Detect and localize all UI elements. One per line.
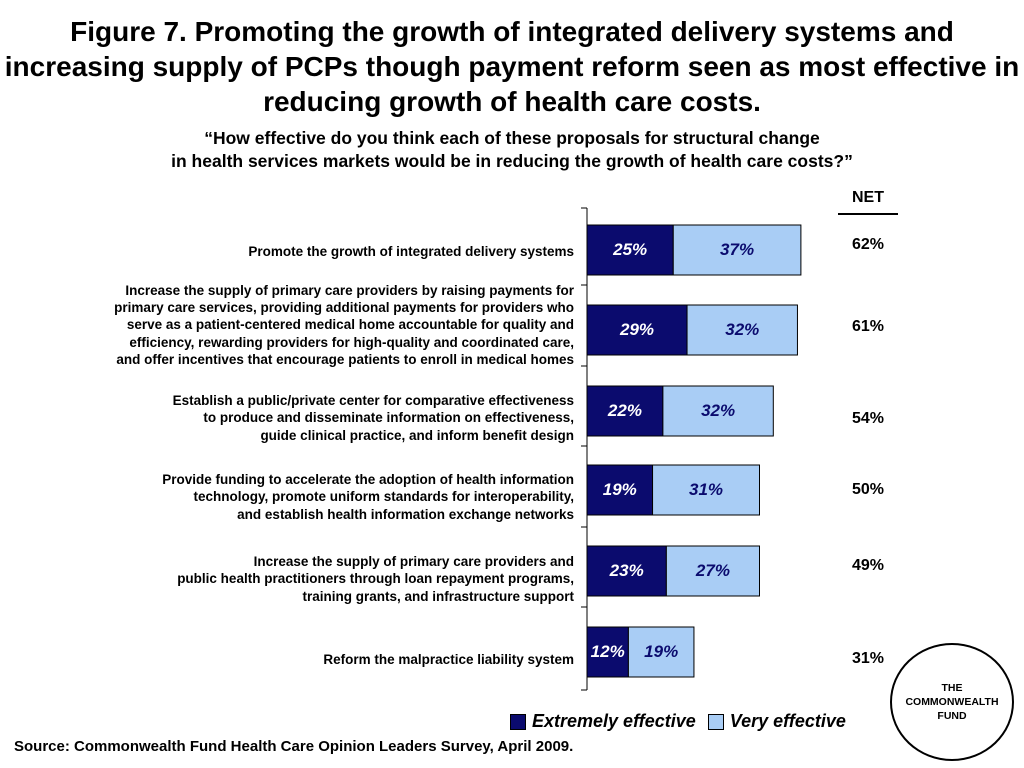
data-label-very-3: 32% <box>701 401 735 420</box>
net-value-1: 62% <box>851 236 885 253</box>
bar-very-2 <box>686 304 798 356</box>
net-header-rule <box>838 213 898 215</box>
data-label-extremely-6: 12% <box>591 642 625 661</box>
data-label-very-6: 19% <box>644 642 678 661</box>
category-label-3-line-1: Establish a public/private center for co… <box>172 393 574 409</box>
net-value-3: 54% <box>851 410 885 427</box>
category-label-4-line-1: Provide funding to accelerate the adopti… <box>162 472 574 488</box>
category-label-5-line-2: public health practitioners through loan… <box>177 571 574 587</box>
net-value-4: 50% <box>851 481 885 498</box>
net-value-6: 31% <box>851 650 885 667</box>
logo-line-3: FUND <box>937 710 967 722</box>
bar-extremely-4 <box>586 464 654 516</box>
bar-extremely-5 <box>586 545 667 597</box>
data-label-very-4: 31% <box>689 480 723 499</box>
category-label-1-line-1: Promote the growth of integrated deliver… <box>248 244 574 260</box>
category-label-4-line-2: technology, promote uniform standards fo… <box>193 489 574 505</box>
category-label-3: Establish a public/private center for co… <box>0 392 574 444</box>
subtitle-line-2: in health services markets would be in r… <box>171 151 853 171</box>
bar-very-5 <box>665 545 760 597</box>
category-label-2: Increase the supply of primary care prov… <box>0 282 574 368</box>
category-label-1: Promote the growth of integrated deliver… <box>0 243 574 260</box>
category-label-5-line-3: training grants, and infrastructure supp… <box>302 588 574 604</box>
bar-extremely-1 <box>586 224 674 276</box>
bar-extremely-6 <box>586 626 629 678</box>
data-label-very-5: 27% <box>695 561 730 580</box>
legend: Extremely effective Very effective <box>510 711 858 732</box>
subtitle-line-1: “How effective do you think each of thes… <box>204 128 820 148</box>
bar-extremely-3 <box>586 385 664 437</box>
data-label-very-2: 32% <box>725 320 759 339</box>
category-label-2-line-4: efficiency, rewarding providers for high… <box>129 334 574 350</box>
legend-label-very: Very effective <box>729 711 846 731</box>
data-label-extremely-5: 23% <box>609 561 644 580</box>
logo-line-1: THE <box>941 682 963 694</box>
source-note: Source: Commonwealth Fund Health Care Op… <box>14 738 574 755</box>
net-value-2: 61% <box>851 318 885 335</box>
chart-subtitle: “How effective do you think each of thes… <box>0 127 1024 173</box>
legend-swatch-very <box>707 713 724 730</box>
legend-swatch-extremely <box>510 713 526 730</box>
category-label-6-line-1: Reform the malpractice liability system <box>323 652 574 668</box>
data-label-very-1: 37% <box>720 240 754 259</box>
category-label-5-line-1: Increase the supply of primary care prov… <box>253 554 574 570</box>
bar-very-6 <box>627 626 695 678</box>
category-label-4: Provide funding to accelerate the adopti… <box>0 471 574 523</box>
chart-title: Figure 7. Promoting the growth of integr… <box>4 16 1020 117</box>
category-label-4-line-3: and establish health information exchang… <box>237 506 574 522</box>
data-label-extremely-2: 29% <box>619 320 654 339</box>
legend-label-extremely: Extremely effective <box>532 711 696 731</box>
net-value-5: 49% <box>851 557 885 574</box>
data-label-extremely-3: 22% <box>607 401 642 420</box>
category-label-3-line-3: guide clinical practice, and inform bene… <box>260 427 574 443</box>
category-label-6: Reform the malpractice liability system <box>0 651 574 668</box>
category-label-2-line-3: serve as a patient-centered medical home… <box>126 317 574 333</box>
commonwealth-fund-logo: THE COMMONWEALTH FUND <box>890 643 1014 761</box>
category-label-2-line-2: primary care services, providing additio… <box>114 300 574 316</box>
logo-line-2: COMMONWEALTH <box>905 696 999 708</box>
legend-item-extremely: Extremely effective <box>510 711 696 732</box>
bar-very-1 <box>672 224 802 276</box>
bar-extremely-2 <box>586 304 688 356</box>
category-label-3-line-2: to produce and disseminate information o… <box>203 410 574 426</box>
category-label-2-line-5: and offer incentives that encourage pati… <box>116 351 574 367</box>
legend-item-very: Very effective <box>707 711 846 732</box>
data-label-extremely-1: 25% <box>612 240 647 259</box>
bar-very-4 <box>652 464 760 516</box>
data-label-extremely-4: 19% <box>603 480 637 499</box>
category-label-2-line-1: Increase the supply of primary care prov… <box>125 283 574 298</box>
category-label-5: Increase the supply of primary care prov… <box>0 553 574 605</box>
bar-very-3 <box>662 385 774 437</box>
net-header: NET <box>852 189 884 206</box>
